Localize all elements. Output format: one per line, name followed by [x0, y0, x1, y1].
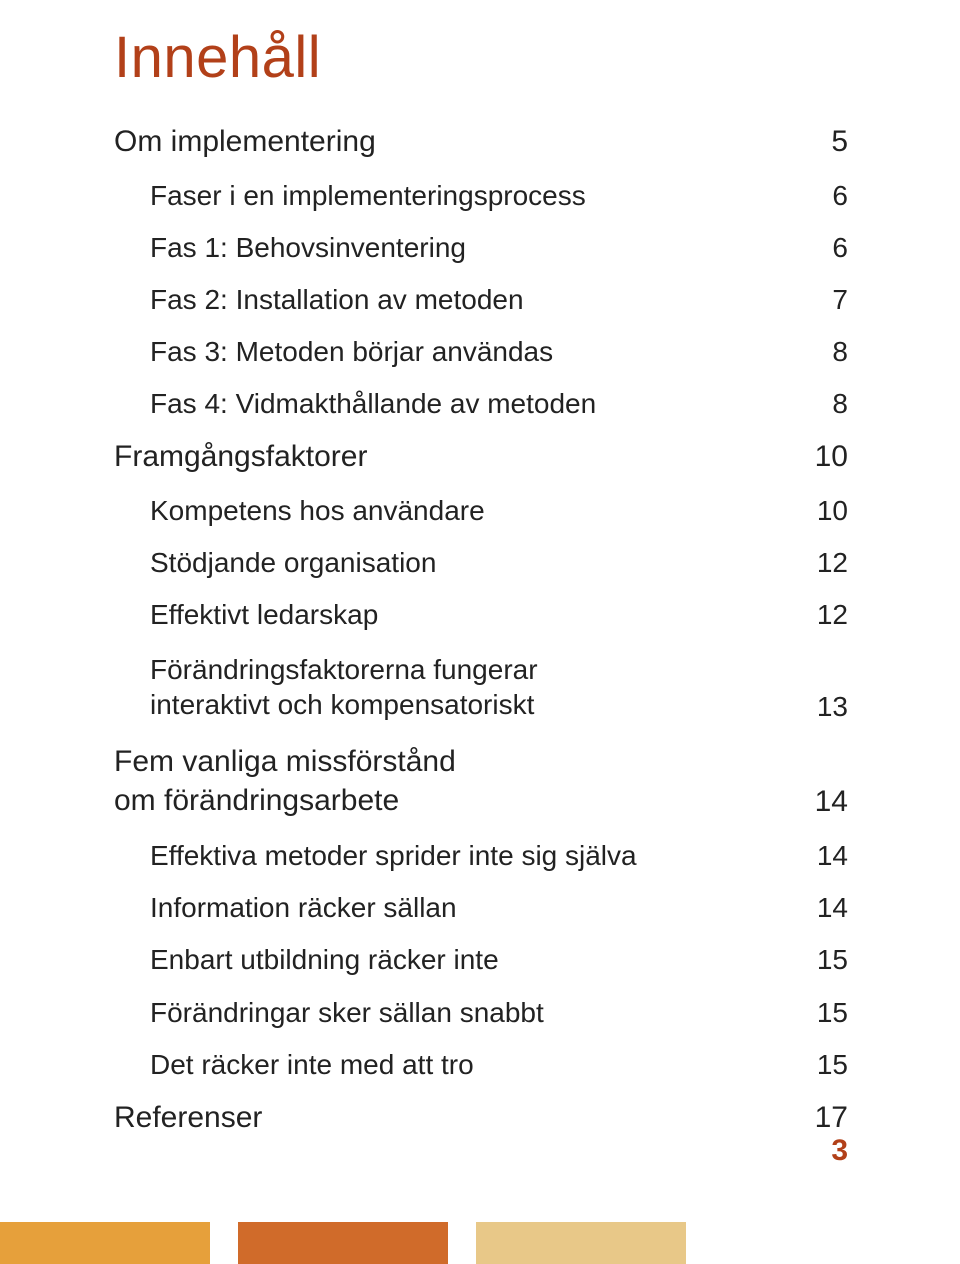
toc-entry-page: 10 [788, 440, 848, 475]
toc-entry-page: 12 [788, 599, 848, 631]
toc-entry-page: 5 [788, 125, 848, 160]
toc-entry-label: Förändringsfaktorerna fungerarinteraktiv… [150, 652, 788, 724]
toc-entry-page: 6 [788, 180, 848, 212]
toc-entry[interactable]: Referenser17 [114, 1101, 848, 1136]
footer-bar-segment [0, 1222, 210, 1264]
toc-entry-page: 8 [788, 336, 848, 368]
toc-entry-label: Förändringar sker sällan snabbt [150, 997, 788, 1029]
toc-entry-page: 13 [788, 691, 848, 723]
toc-entry-page: 14 [788, 892, 848, 924]
toc-entry[interactable]: Fas 1: Behovsinventering6 [150, 232, 848, 264]
table-of-contents: Om implementering5Faser i en implementer… [114, 125, 848, 1135]
footer-bar-segment [448, 1222, 476, 1264]
toc-entry[interactable]: Fas 3: Metoden börjar användas8 [150, 336, 848, 368]
toc-entry-page: 10 [788, 495, 848, 527]
toc-entry-label: Kompetens hos användare [150, 495, 788, 527]
toc-entry-label: Fas 4: Vidmakthållande av metoden [150, 388, 788, 420]
toc-entry[interactable]: Information räcker sällan14 [150, 892, 848, 924]
toc-entry-label: Om implementering [114, 125, 788, 160]
toc-entry-page: 7 [788, 284, 848, 316]
toc-entry[interactable]: Kompetens hos användare10 [150, 495, 848, 527]
toc-entry-page: 8 [788, 388, 848, 420]
toc-entry-label: Fas 1: Behovsinventering [150, 232, 788, 264]
toc-entry[interactable]: Fas 4: Vidmakthållande av metoden8 [150, 388, 848, 420]
toc-entry-page: 12 [788, 547, 848, 579]
toc-entry-label: Enbart utbildning räcker inte [150, 944, 788, 976]
toc-entry[interactable]: Effektiva metoder sprider inte sig själv… [150, 840, 848, 872]
footer-color-bars [0, 1222, 686, 1264]
toc-entry-page: 14 [788, 840, 848, 872]
toc-entry[interactable]: Enbart utbildning räcker inte15 [150, 944, 848, 976]
footer-bar-segment [476, 1222, 686, 1264]
footer-bar-segment [238, 1222, 448, 1264]
toc-entry-label: Effektiva metoder sprider inte sig själv… [150, 840, 788, 872]
toc-entry[interactable]: Fas 2: Installation av metoden7 [150, 284, 848, 316]
toc-entry-label: Referenser [114, 1101, 788, 1136]
toc-entry[interactable]: Framgångsfaktorer10 [114, 440, 848, 475]
page-title: Innehåll [114, 24, 848, 91]
toc-entry[interactable]: Förändringsfaktorerna fungerarinteraktiv… [150, 652, 848, 724]
toc-entry-label: Fem vanliga missförståndom förändringsar… [114, 743, 788, 820]
toc-entry[interactable]: Om implementering5 [114, 125, 848, 160]
toc-entry-label: Fas 2: Installation av metoden [150, 284, 788, 316]
toc-entry[interactable]: Effektivt ledarskap12 [150, 599, 848, 631]
toc-entry-label: Information räcker sällan [150, 892, 788, 924]
toc-entry[interactable]: Stödjande organisation12 [150, 547, 848, 579]
toc-entry-label: Effektivt ledarskap [150, 599, 788, 631]
footer-bar-segment [210, 1222, 238, 1264]
toc-entry-page: 15 [788, 997, 848, 1029]
toc-entry-page: 15 [788, 944, 848, 976]
toc-entry-label: Stödjande organisation [150, 547, 788, 579]
toc-entry-page: 14 [788, 785, 848, 820]
page-number: 3 [831, 1134, 848, 1168]
toc-entry-page: 6 [788, 232, 848, 264]
toc-entry-label: Fas 3: Metoden börjar användas [150, 336, 788, 368]
toc-entry[interactable]: Förändringar sker sällan snabbt15 [150, 997, 848, 1029]
toc-entry[interactable]: Fem vanliga missförståndom förändringsar… [114, 743, 848, 820]
toc-entry-label: Faser i en implementeringsprocess [150, 180, 788, 212]
toc-entry[interactable]: Det räcker inte med att tro15 [150, 1049, 848, 1081]
toc-entry[interactable]: Faser i en implementeringsprocess6 [150, 180, 848, 212]
toc-entry-page: 17 [788, 1101, 848, 1136]
toc-entry-page: 15 [788, 1049, 848, 1081]
toc-entry-label: Framgångsfaktorer [114, 440, 788, 475]
toc-entry-label: Det räcker inte med att tro [150, 1049, 788, 1081]
